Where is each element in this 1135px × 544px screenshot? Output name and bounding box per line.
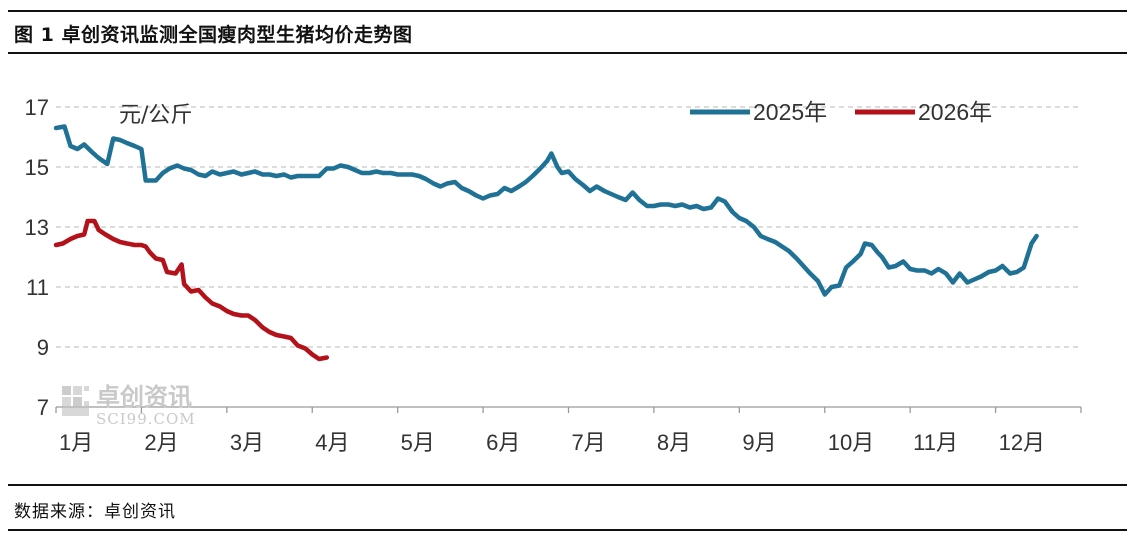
x-axis-ticks: 1月 2月 3月 4月 5月 6月 7月 8月 9月 10月 11月 12月 bbox=[59, 430, 1045, 455]
x-tick-label: 6月 bbox=[486, 430, 520, 455]
y-tick-label: 11 bbox=[26, 275, 49, 300]
watermark-name: 卓创资讯 bbox=[96, 383, 192, 411]
top-rule bbox=[8, 10, 1127, 12]
x-tick-label: 3月 bbox=[230, 430, 264, 455]
watermark-logo: 卓创资讯 SCI99.COM bbox=[62, 383, 196, 428]
series-lines bbox=[53, 124, 1039, 362]
y-axis-unit-label: 元/公斤 bbox=[119, 103, 192, 128]
legend-label: 2026年 bbox=[918, 99, 992, 125]
watermark-url: SCI99.COM bbox=[96, 410, 196, 428]
bottom-axis-rule bbox=[8, 484, 1127, 486]
series-line-2025 bbox=[53, 124, 1039, 297]
y-tick-label: 13 bbox=[25, 215, 49, 240]
y-tick-label: 9 bbox=[37, 335, 49, 360]
x-tick-label: 9月 bbox=[742, 430, 776, 455]
y-axis-ticks: 7 9 11 13 15 17 bbox=[25, 95, 49, 420]
x-tick-label: 11月 bbox=[913, 430, 958, 455]
x-tick-label: 10月 bbox=[828, 430, 874, 455]
x-tick-label: 5月 bbox=[401, 430, 435, 455]
x-tick-label: 8月 bbox=[657, 430, 691, 455]
legend-label: 2025年 bbox=[753, 99, 827, 125]
bottom-rule bbox=[8, 529, 1127, 531]
y-tick-label: 15 bbox=[25, 155, 49, 180]
x-axis bbox=[55, 406, 1082, 413]
y-tick-label: 17 bbox=[25, 95, 49, 120]
legend: 2025年 2026年 bbox=[690, 99, 992, 125]
x-tick-label: 12月 bbox=[999, 430, 1045, 455]
x-tick-label: 7月 bbox=[572, 430, 606, 455]
watermark-icon bbox=[62, 386, 89, 416]
y-tick-label: 7 bbox=[37, 395, 49, 420]
series-line-2026 bbox=[53, 218, 330, 362]
x-tick-label: 4月 bbox=[315, 430, 349, 455]
chart-title: 图 1 卓创资讯监测全国瘦肉型生猪均价走势图 bbox=[14, 24, 413, 46]
x-tick-label: 1月 bbox=[59, 430, 93, 455]
source-note: 数据来源：卓创资讯 bbox=[14, 502, 176, 522]
x-tick-label: 2月 bbox=[144, 430, 178, 455]
title-rule bbox=[8, 52, 1127, 54]
gridlines bbox=[56, 106, 1081, 348]
